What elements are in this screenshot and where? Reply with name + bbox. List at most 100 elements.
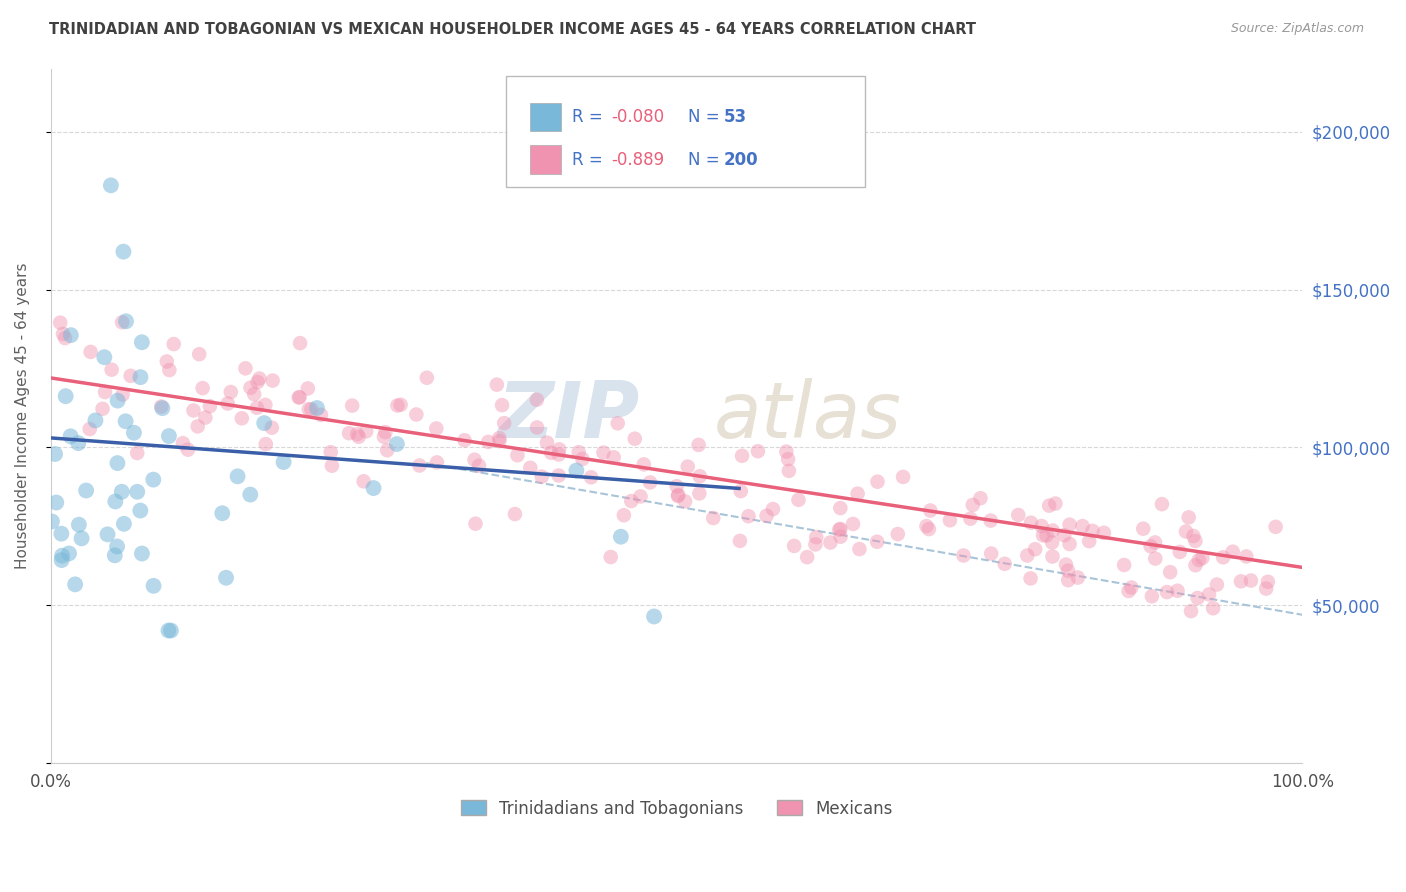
Point [464,452,486,467]
Point [111,484,134,499]
Point [1092,525,1115,540]
Point [1188,553,1211,567]
Point [70,532,93,546]
Point [1057,564,1080,578]
Point [1140,589,1163,603]
Point [506,448,529,462]
Point [254,437,277,451]
Point [1168,545,1191,559]
Point [45,495,67,509]
Point [547,468,569,483]
Point [52,326,75,341]
Point [254,398,277,412]
Point [172,436,194,450]
Point [309,408,332,422]
Point [55,389,77,403]
Point [530,469,553,483]
Point [1045,497,1067,511]
Point [579,470,602,484]
Point [112,516,135,531]
Point [253,416,276,430]
Point [1234,549,1257,564]
Point [319,445,342,459]
Text: N =: N = [688,151,724,169]
Point [1184,558,1206,573]
Point [247,371,270,385]
Point [666,488,689,502]
Point [592,445,614,459]
Point [488,434,510,449]
Point [337,426,360,441]
Point [778,464,800,478]
Point [115,314,138,328]
Text: R =: R = [572,108,609,126]
Point [730,484,752,499]
Point [488,431,510,445]
Point [666,489,689,503]
Text: TRINIDADIAN AND TOBAGONIAN VS MEXICAN HOUSEHOLDER INCOME AGES 45 - 64 YEARS CORR: TRINIDADIAN AND TOBAGONIAN VS MEXICAN HO… [49,22,976,37]
Text: N =: N = [688,108,724,126]
Point [599,549,621,564]
Point [842,516,865,531]
Point [866,534,889,549]
Text: Source: ZipAtlas.com: Source: ZipAtlas.com [1230,22,1364,36]
Point [363,481,385,495]
Point [387,399,409,413]
Point [298,402,321,417]
Point [1007,508,1029,522]
Point [1156,585,1178,599]
Point [980,547,1002,561]
Point [453,434,475,448]
Point [1212,550,1234,565]
Point [643,609,665,624]
Point [747,444,769,458]
Point [1177,510,1199,524]
Point [129,503,152,517]
Point [1184,533,1206,548]
Point [783,539,806,553]
Point [1198,587,1220,601]
Point [84,413,107,427]
Point [571,452,593,467]
Point [1222,544,1244,558]
Point [44,447,66,461]
Text: 53: 53 [724,108,747,126]
Point [830,522,852,536]
Point [160,624,183,638]
Legend: Trinidadians and Tobagonians, Mexicans: Trinidadians and Tobagonians, Mexicans [454,793,898,824]
Point [633,458,655,472]
Point [273,455,295,469]
Point [1017,549,1039,563]
Point [477,434,499,449]
Point [1031,519,1053,533]
Point [287,391,309,405]
Point [58,546,80,560]
Point [91,401,114,416]
Point [503,507,526,521]
Point [129,370,152,384]
Point [1159,565,1181,579]
Point [952,549,974,563]
Point [1114,558,1136,572]
Point [787,492,810,507]
Point [1067,570,1090,584]
Point [737,509,759,524]
Point [49,316,72,330]
Point [374,425,396,439]
Point [610,530,633,544]
Point [67,436,90,450]
Point [1150,497,1173,511]
Point [980,514,1002,528]
Point [246,375,269,389]
Point [100,178,122,193]
Point [806,530,828,544]
Point [1035,528,1057,542]
Point [891,470,914,484]
Point [962,498,984,512]
Point [830,530,852,544]
Point [122,425,145,440]
Point [405,408,427,422]
Point [491,398,513,412]
Point [1230,574,1253,589]
Point [408,458,430,473]
